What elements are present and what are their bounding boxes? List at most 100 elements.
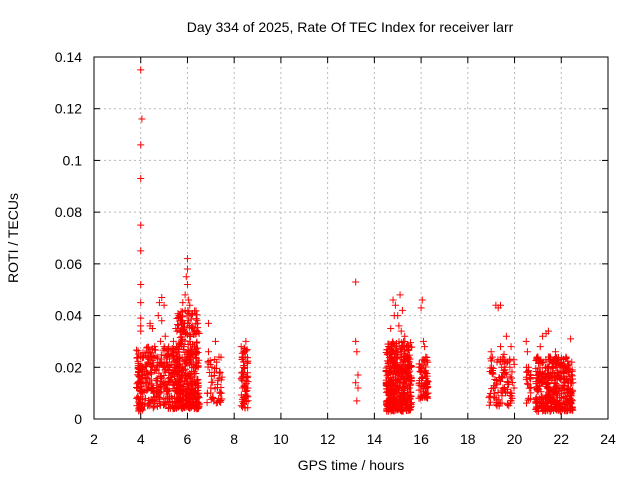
data-point [161,332,169,340]
axis-ticks [93,56,609,420]
data-point [174,395,182,403]
data-point [171,363,179,371]
data-point [549,358,557,366]
data-point [568,358,576,366]
data-point [510,356,518,364]
x-tick-label: 10 [273,431,289,447]
data-point [398,368,406,376]
data-point [542,382,550,390]
data-point [185,317,193,325]
data-point [137,379,145,387]
data-point [401,394,409,402]
data-point [160,301,168,309]
data-point [384,343,392,351]
data-point [497,343,505,351]
data-point [534,368,542,376]
data-point [240,382,248,390]
data-point [166,404,174,412]
data-point [497,301,505,309]
x-tick-label: 22 [553,431,569,447]
data-point [178,326,186,334]
data-point [153,353,161,361]
data-point [237,374,245,382]
data-point [192,315,200,323]
data-point [147,368,155,376]
data-point [186,395,194,403]
data-point [237,343,245,351]
data-point [194,344,202,352]
x-tick-label: 24 [600,431,616,447]
data-point [240,399,248,407]
data-point [216,398,224,406]
data-point [212,365,220,373]
data-point [563,389,571,397]
data-point [415,360,423,368]
data-point [137,66,145,74]
data-point [161,344,169,352]
data-point [548,394,556,402]
y-tick-label: 0.02 [55,359,82,375]
data-point [384,405,392,413]
data-point [150,393,158,401]
data-point [560,363,568,371]
data-point [421,343,429,351]
data-point [141,394,149,402]
data-point [523,380,531,388]
data-point [561,363,569,371]
data-point [144,343,152,351]
data-point [352,278,360,286]
data-point [206,356,214,364]
data-point [403,402,411,410]
data-point [383,346,391,354]
data-point [158,380,166,388]
data-point [506,373,514,381]
data-point [210,371,218,379]
data-point [569,379,577,387]
data-point [238,384,246,392]
data-point [387,374,395,382]
data-point [393,368,401,376]
data-point [239,398,247,406]
data-point [404,346,412,354]
data-point [527,384,535,392]
data-point [159,363,167,371]
data-point [551,383,559,391]
data-point [183,265,191,273]
data-point [156,381,164,389]
data-point [180,323,188,331]
data-point [194,324,202,332]
y-tick-label: 0.12 [55,101,82,117]
data-point [394,312,402,320]
x-tick-label: 18 [460,431,476,447]
data-point [557,393,565,401]
data-point [190,368,198,376]
data-point [532,395,540,403]
data-point [538,393,546,401]
data-point [383,372,391,380]
data-point [506,363,514,371]
data-point [137,327,145,335]
data-point [541,374,549,382]
data-point [401,343,409,351]
data-point [190,343,198,351]
data-point [136,399,144,407]
data-point [536,400,544,408]
data-point [540,358,548,366]
data-point [141,374,149,382]
data-point [532,365,540,373]
data-point [164,399,172,407]
data-point [555,358,563,366]
data-point [422,353,430,361]
data-point [137,314,145,322]
data-point [387,395,395,403]
data-point [500,350,508,358]
data-point [178,397,186,405]
data-point [153,399,161,407]
data-point [137,281,145,289]
data-point [206,368,214,376]
data-point [209,394,217,402]
data-point [164,377,172,385]
y-axis-label: ROTI / TECUs [5,193,21,283]
data-point [185,296,193,304]
x-tick-labels: 2 4 6 8 10 12 14 16 18 20 22 24 [90,431,616,447]
